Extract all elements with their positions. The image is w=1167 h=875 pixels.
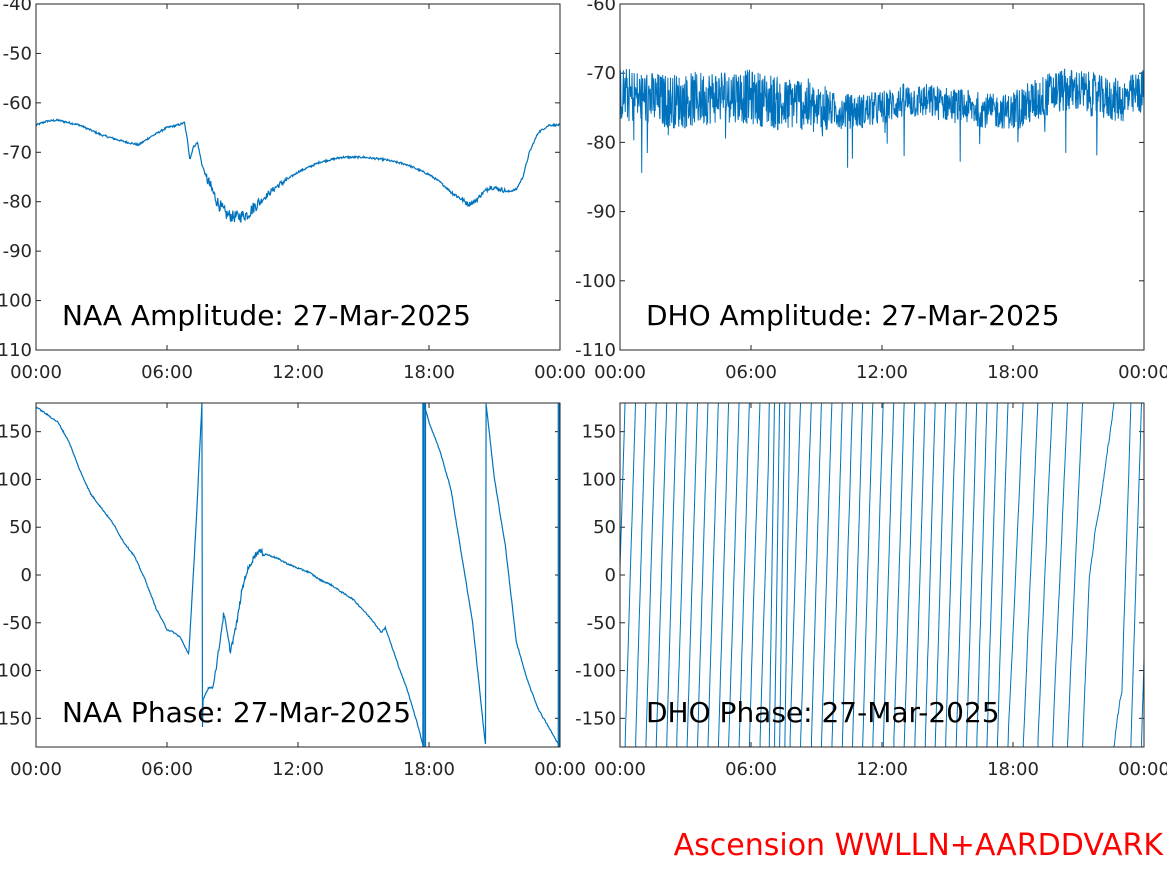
naa-amplitude-panel: -40-50-60-70-80-90-100-11000:0006:0012:0…: [0, 0, 586, 383]
naa-phase-ytick-label-4: -50: [3, 613, 32, 634]
naa-phase-xtick-label-3: 18:00: [403, 759, 455, 780]
naa-amplitude-ytick-label-2: -60: [3, 93, 32, 114]
dho-amplitude-plot-area: [620, 68, 1144, 173]
dho-phase-xtick-label-3: 18:00: [987, 759, 1039, 780]
dho-phase-xtick-label-0: 00:00: [594, 759, 646, 780]
dho-phase-ytick-label-4: -50: [587, 613, 616, 634]
dho-phase-trace: [620, 403, 1144, 747]
naa-phase-ytick-label-5: -100: [0, 661, 32, 682]
dho-amplitude-ytick-label-2: -80: [587, 132, 616, 153]
dho-amplitude-ytick-label-4: -100: [575, 271, 616, 292]
naa-amplitude-trace: [36, 118, 560, 223]
naa-phase-panel: 150 100 50 0 -50 -100 -150 00:00 06:00 12:00 18:00…: [0, 402, 586, 780]
naa-amplitude-axes-box: [35, 3, 561, 351]
dho-amplitude-ytick-label-5: -110: [575, 340, 616, 361]
naa-amplitude-ytick-label-4: -80: [3, 192, 32, 213]
dho-phase-title: DHO Phase: 27-Mar-2025: [646, 696, 1000, 729]
dho-amplitude-axes-border: [619, 3, 1145, 351]
naa-amplitude-xtick-label-4: 00:00: [534, 362, 586, 383]
naa-phase-plot-area: [36, 403, 560, 747]
naa-amplitude-ytick-label-7: -110: [0, 340, 32, 361]
dho-amplitude-xtick-label-2: 12:00: [856, 362, 908, 383]
naa-amplitude-ytick-label-5: -90: [3, 241, 32, 262]
naa-phase-axes-box: [35, 402, 561, 748]
naa-phase-ytick-label-6: -150: [0, 708, 32, 729]
dho-amplitude-axes-box: [619, 3, 1145, 351]
dho-amplitude-ytick-label-3: -90: [587, 202, 616, 223]
dho-amplitude-ytick-label-0: -60: [587, 0, 616, 15]
naa-phase-trace: [36, 403, 560, 747]
dho-amplitude-trace: [620, 68, 1144, 173]
naa-amplitude-xtick-label-0: 00:00: [10, 362, 62, 383]
naa-amplitude-xtick-label-3: 18:00: [403, 362, 455, 383]
naa-amplitude-ytick-label-3: -70: [3, 142, 32, 163]
dho-phase-ytick-label-3: 0: [605, 565, 616, 586]
dho-phase-ytick-label-0: 150: [582, 422, 616, 443]
naa-phase-xtick-label-4: 00:00: [534, 759, 586, 780]
naa-phase-ytick-label-0: 150: [0, 422, 32, 443]
dho-phase-panel: 150 100 50 0 -50 -100 -150 00:00 06:00 12:00 18:00…: [575, 402, 1167, 780]
dho-phase-xtick-label-4: 00:00: [1118, 759, 1167, 780]
dho-phase-axes-box: [619, 402, 1145, 748]
dho-amplitude-xtick-label-4: 00:00: [1118, 362, 1167, 383]
dho-amplitude-xtick-label-1: 06:00: [725, 362, 777, 383]
naa-phase-xtick-label-1: 06:00: [141, 759, 193, 780]
station-label: Ascension WWLLN+AARDDVARK: [673, 828, 1163, 863]
naa-phase-ytick-label-2: 50: [9, 517, 32, 538]
naa-phase-axes-border: [35, 402, 561, 748]
dho-phase-axes-border: [619, 402, 1145, 748]
dho-phase-ytick-label-5: -100: [575, 661, 616, 682]
naa-phase-xtick-label-0: 00:00: [10, 759, 62, 780]
naa-phase-ytick-label-3: 0: [21, 565, 32, 586]
naa-amplitude-ytick-label-0: -40: [3, 0, 32, 15]
dho-phase-xtick-label-2: 12:00: [856, 759, 908, 780]
dho-phase-ytick-label-6: -150: [575, 708, 616, 729]
dho-phase-plot-area: [620, 403, 1144, 747]
dho-amplitude-xtick-label-0: 00:00: [594, 362, 646, 383]
naa-phase-title: NAA Phase: 27-Mar-2025: [62, 696, 411, 729]
dho-phase-ytick-label-1: 100: [582, 469, 616, 490]
naa-amplitude-ytick-label-1: -50: [3, 43, 32, 64]
dho-amplitude-xtick-label-3: 18:00: [987, 362, 1039, 383]
dho-phase-ytick-label-2: 50: [593, 517, 616, 538]
naa-amplitude-ytick-label-6: -100: [0, 291, 32, 312]
naa-phase-xtick-label-2: 12:00: [272, 759, 324, 780]
dho-phase-xtick-label-1: 06:00: [725, 759, 777, 780]
naa-amplitude-axes-border: [35, 3, 561, 351]
naa-amplitude-plot-area: [36, 118, 560, 223]
naa-amplitude-title: NAA Amplitude: 27-Mar-2025: [62, 299, 471, 332]
naa-amplitude-xtick-label-2: 12:00: [272, 362, 324, 383]
naa-amplitude-xtick-label-1: 06:00: [141, 362, 193, 383]
dho-amplitude-title: DHO Amplitude: 27-Mar-2025: [646, 299, 1060, 332]
dho-amplitude-ytick-label-1: -70: [587, 63, 616, 84]
naa-phase-ytick-label-1: 100: [0, 469, 32, 490]
